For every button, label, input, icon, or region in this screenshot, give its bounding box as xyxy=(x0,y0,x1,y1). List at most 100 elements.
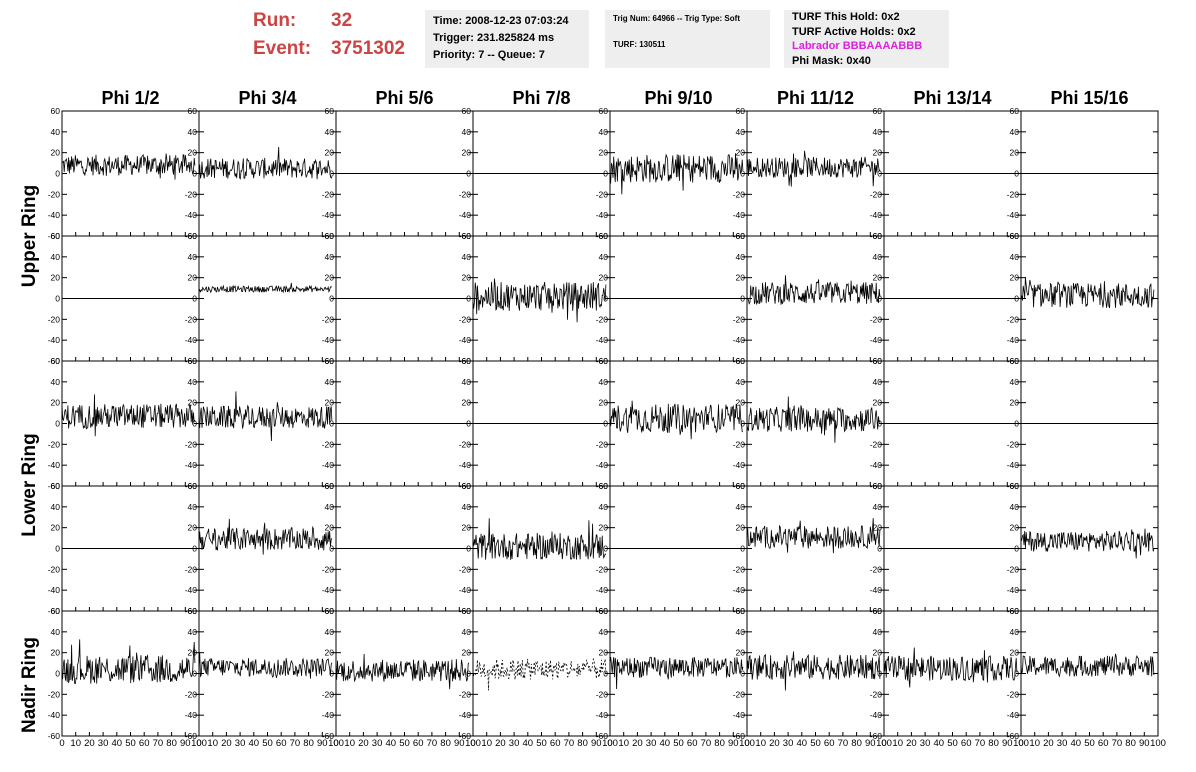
y-tick-label: -40 xyxy=(870,710,883,720)
y-tick-label: 0 xyxy=(466,294,471,304)
x-tick-label: 100 xyxy=(739,738,755,749)
y-tick-label: 0 xyxy=(192,669,197,679)
y-tick-label: 40 xyxy=(873,377,883,387)
y-tick-label: -20 xyxy=(459,564,472,574)
x-tick-label: 50 xyxy=(125,738,136,749)
turf-text: TURF: 130511 xyxy=(613,40,666,49)
y-tick-label: 40 xyxy=(325,127,335,137)
x-tick-label: 80 xyxy=(303,738,314,749)
y-tick-label: 60 xyxy=(736,481,746,491)
y-tick-label: 20 xyxy=(188,398,198,408)
y-tick-label: -40 xyxy=(459,210,472,220)
column-title-8: Phi 15/16 xyxy=(1050,88,1128,108)
y-tick-label: -40 xyxy=(48,585,61,595)
x-tick-label: 10 xyxy=(481,738,492,749)
turf-this-hold-text: TURF This Hold: 0x2 xyxy=(792,11,900,23)
y-tick-label: 60 xyxy=(736,356,746,366)
y-tick-label: -40 xyxy=(48,460,61,470)
y-tick-label: 60 xyxy=(736,606,746,616)
x-tick-label: 60 xyxy=(824,738,835,749)
y-tick-label: -20 xyxy=(459,314,472,324)
panel-frame-r1-c2 xyxy=(198,110,337,237)
y-tick-label: 0 xyxy=(603,419,608,429)
y-tick-label: -40 xyxy=(733,210,746,220)
y-tick-label: -40 xyxy=(733,585,746,595)
y-tick-label: 40 xyxy=(599,127,609,137)
x-tick-label: 50 xyxy=(673,738,684,749)
y-tick-label: 20 xyxy=(873,648,883,658)
waveform-r5-c2 xyxy=(198,652,333,679)
x-tick-label: 70 xyxy=(701,738,712,749)
trig-info-box: Trig Num: 64966 -- Trig Type: Soft TURF:… xyxy=(605,10,770,68)
y-tick-label: -60 xyxy=(48,481,61,491)
y-tick-label: -20 xyxy=(596,189,609,199)
y-tick-label: 40 xyxy=(1010,502,1020,512)
y-tick-label: 60 xyxy=(736,106,746,116)
y-tick-label: 40 xyxy=(325,627,335,637)
y-tick-label: 0 xyxy=(740,169,745,179)
waveform-r2-c4 xyxy=(472,278,607,323)
x-tick-label: 60 xyxy=(1098,738,1109,749)
y-tick-label: -20 xyxy=(1007,314,1020,324)
x-tick-label: 90 xyxy=(591,738,602,749)
y-tick-label: -40 xyxy=(48,210,61,220)
y-tick-label: -20 xyxy=(185,439,198,449)
y-tick-label: 40 xyxy=(51,127,61,137)
x-tick-label: 0 xyxy=(607,738,612,749)
y-tick-label: -20 xyxy=(322,564,335,574)
x-tick-label: 0 xyxy=(196,738,201,749)
waveform-r5-c3 xyxy=(335,653,470,690)
y-tick-label: 20 xyxy=(188,648,198,658)
y-tick-label: 20 xyxy=(1010,648,1020,658)
y-tick-label: 0 xyxy=(877,169,882,179)
x-tick-label: 10 xyxy=(755,738,766,749)
y-tick-label: 60 xyxy=(599,356,609,366)
y-tick-label: -40 xyxy=(870,460,883,470)
y-tick-label: 40 xyxy=(736,252,746,262)
y-tick-label: -20 xyxy=(596,314,609,324)
y-tick-label: 40 xyxy=(873,127,883,137)
y-tick-label: 0 xyxy=(603,169,608,179)
y-tick-label: 40 xyxy=(188,627,198,637)
y-tick-label: -60 xyxy=(596,731,609,741)
y-tick-label: -40 xyxy=(733,710,746,720)
x-tick-label: 80 xyxy=(166,738,177,749)
y-tick-label: 40 xyxy=(599,502,609,512)
x-tick-label: 80 xyxy=(988,738,999,749)
waveform-r4-c4 xyxy=(472,518,607,560)
y-tick-label: 0 xyxy=(740,419,745,429)
waveform-r3-c6 xyxy=(746,396,881,443)
y-tick-label: 60 xyxy=(462,356,472,366)
y-tick-label: -40 xyxy=(596,210,609,220)
y-tick-label: 40 xyxy=(325,502,335,512)
y-tick-label: 60 xyxy=(873,231,883,241)
y-tick-label: 20 xyxy=(325,148,335,158)
y-tick-label: -60 xyxy=(733,731,746,741)
y-tick-label: 20 xyxy=(736,273,746,283)
y-tick-label: -20 xyxy=(48,564,61,574)
x-tick-label: 100 xyxy=(328,738,344,749)
column-title-3: Phi 5/6 xyxy=(375,88,433,108)
x-tick-label: 20 xyxy=(84,738,95,749)
x-tick-label: 0 xyxy=(333,738,338,749)
turf-info-box: TURF This Hold: 0x2 TURF Active Holds: 0… xyxy=(784,10,949,68)
y-tick-label: 20 xyxy=(462,398,472,408)
column-title-1: Phi 1/2 xyxy=(101,88,159,108)
y-tick-label: 60 xyxy=(462,481,472,491)
y-tick-label: 40 xyxy=(599,627,609,637)
waveform-r1-c2 xyxy=(198,146,333,180)
y-tick-label: -20 xyxy=(185,189,198,199)
x-tick-label: 40 xyxy=(386,738,397,749)
waveform-r4-c8 xyxy=(1020,528,1155,559)
trigger-text: Trigger: 231.825824 ms xyxy=(433,32,555,44)
panel-frame-r3-c2 xyxy=(198,360,337,487)
y-tick-label: 20 xyxy=(736,523,746,533)
y-tick-label: 0 xyxy=(192,169,197,179)
waveform-r2-c2 xyxy=(198,282,333,294)
event-value: 3751302 xyxy=(331,38,405,59)
y-tick-label: 40 xyxy=(736,627,746,637)
y-tick-label: 0 xyxy=(740,544,745,554)
y-tick-label: 60 xyxy=(188,356,198,366)
y-tick-label: 0 xyxy=(1014,294,1019,304)
y-tick-label: 0 xyxy=(1014,169,1019,179)
